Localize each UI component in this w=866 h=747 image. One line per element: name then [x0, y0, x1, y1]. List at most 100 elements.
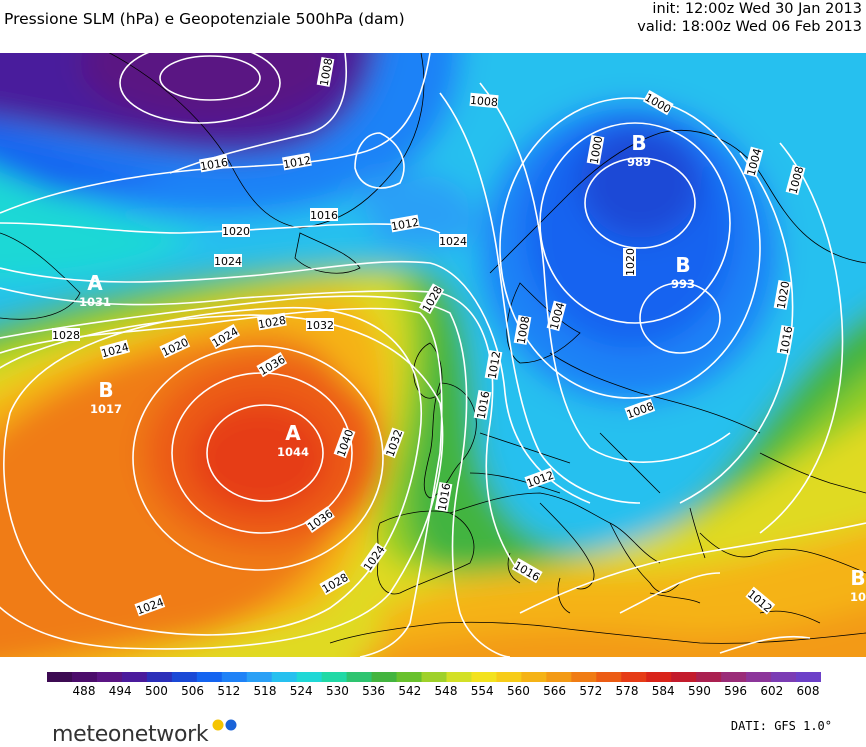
isobar-label-bg — [360, 542, 387, 573]
pressure-center-type: B — [675, 253, 690, 277]
isobar-label-bg — [743, 146, 764, 178]
colorbar-swatch — [621, 672, 647, 682]
isobar-label: 1020 — [623, 248, 637, 276]
init-time: init: 12:00z Wed 30 Jan 2013 — [652, 1, 862, 17]
isobar-label: 1032 — [306, 318, 334, 332]
colorbar-tick-label: 512 — [217, 684, 241, 698]
isobar-label-text: 1028 — [52, 329, 80, 342]
isobar-label-text: 1024 — [439, 235, 467, 248]
pressure-center-value: 989 — [627, 155, 651, 169]
isobar-label-bg — [316, 56, 335, 87]
isobar-label: 1020 — [222, 224, 250, 238]
pressure-center-value: 1031 — [79, 295, 111, 309]
isobar-label-text: 1016 — [778, 325, 796, 355]
colorbar-tick-label: 602 — [760, 684, 784, 698]
pressure-center-value: 993 — [671, 277, 695, 291]
isobar-label-bg — [198, 154, 229, 173]
isobar-label-bg — [304, 506, 335, 533]
colorbar-swatch — [371, 672, 398, 682]
colorbar-swatch — [221, 672, 248, 682]
isobar-label-bg — [256, 312, 287, 331]
isobar-label-bg — [773, 279, 792, 310]
isobar-label-text: 1016 — [436, 482, 454, 512]
isobar-label: 1024 — [214, 254, 242, 268]
isobar-label-bg — [513, 314, 532, 345]
colorbar-tick-label: 596 — [724, 684, 748, 698]
colorbar-swatch — [671, 672, 697, 682]
pressure-center-type: A — [87, 271, 103, 295]
colorbar-tick-label: 542 — [398, 684, 422, 698]
isobar-label: 1008 — [469, 92, 499, 109]
isobar-label: 1028 — [256, 312, 287, 332]
isobar-label-bg — [785, 164, 806, 196]
colorbar-swatch — [571, 672, 597, 682]
colorbar-swatch — [121, 672, 148, 682]
isobar-label-text: 1008 — [318, 57, 336, 87]
isobar-label-bg — [306, 318, 334, 331]
isobar-label-bg — [214, 254, 242, 267]
isobar-label: 1016 — [198, 154, 229, 174]
isobar-label-text: 1020 — [222, 225, 250, 238]
isobar-label: 1012 — [389, 214, 420, 233]
isobar-label-bg — [310, 208, 338, 221]
colorbar-swatch — [346, 672, 373, 682]
isobar-label-bg — [382, 427, 405, 459]
colorbar-tick-label: 506 — [181, 684, 205, 698]
isobar-label-bg — [99, 339, 131, 360]
colorbar-tick-label: 560 — [506, 684, 530, 698]
pressure-center-type: A — [285, 421, 301, 445]
isobar-label-bg — [281, 152, 312, 171]
isobar-label: 1016 — [434, 481, 454, 512]
colorbar-swatch — [171, 672, 198, 682]
pressure-center-type: B — [850, 566, 865, 590]
colorbar-tick-label: 572 — [579, 684, 603, 698]
isobar-label-bg — [745, 586, 776, 615]
logo-dots-icon — [212, 719, 237, 731]
colorbar-swatch — [146, 672, 173, 682]
colorbar-swatch — [421, 672, 448, 682]
colorbar — [47, 672, 821, 682]
isobar-label-bg — [134, 594, 166, 617]
isobar-label-text: 1020 — [624, 248, 637, 276]
geopotential-field — [0, 53, 866, 657]
colorbar-swatch — [96, 672, 123, 682]
isobar-label-bg — [434, 481, 453, 512]
isobar-label-bg — [642, 89, 674, 116]
colorbar-swatch — [47, 672, 73, 682]
isobar-label-bg — [418, 283, 445, 315]
isobar-label-bg — [209, 323, 241, 350]
colorbar-tick-label: 536 — [362, 684, 386, 698]
colorbar-tick-label: 554 — [470, 684, 494, 698]
colorbar-swatch — [721, 672, 747, 682]
isobar-label-text: 1012 — [486, 350, 504, 380]
colorbar-swatch — [71, 672, 98, 682]
isobar-label-text: 1020 — [775, 280, 793, 310]
colorbar-swatch — [321, 672, 348, 682]
isobar-label-bg — [222, 224, 250, 237]
isobar-label-text: 1008 — [469, 94, 498, 109]
pressure-center-value: 1017 — [90, 402, 122, 416]
logo-prefix: meteo — [52, 722, 122, 747]
colorbar-tick-label: 530 — [325, 684, 349, 698]
isobar-label-bg — [52, 328, 80, 341]
isobar-label-bg — [546, 300, 567, 332]
isobar-label-bg — [484, 349, 503, 380]
isobar-label: 1020 — [773, 279, 793, 310]
low-pressure-center: B10 — [850, 566, 866, 604]
isobar-label: 1016 — [310, 208, 338, 222]
colorbar-swatch — [496, 672, 522, 682]
isobar-label-bg — [439, 234, 467, 247]
colorbar-tick-label: 566 — [543, 684, 567, 698]
isobar-label-text: 1016 — [199, 156, 229, 174]
isobar-label-bg — [473, 389, 492, 420]
isobar-label-text: 1028 — [257, 314, 287, 332]
isobar-label-text: 1012 — [282, 154, 312, 172]
forecast-map: 1004100810161012100010081016101210201024… — [0, 53, 866, 657]
meteonetwork-logo: meteonetwork — [52, 722, 209, 747]
isobar-label: 1008 — [316, 56, 336, 87]
isobar-label: 1000 — [586, 134, 605, 165]
isobar-label-text: 1008 — [515, 315, 533, 345]
colorbar-swatch — [771, 672, 797, 682]
